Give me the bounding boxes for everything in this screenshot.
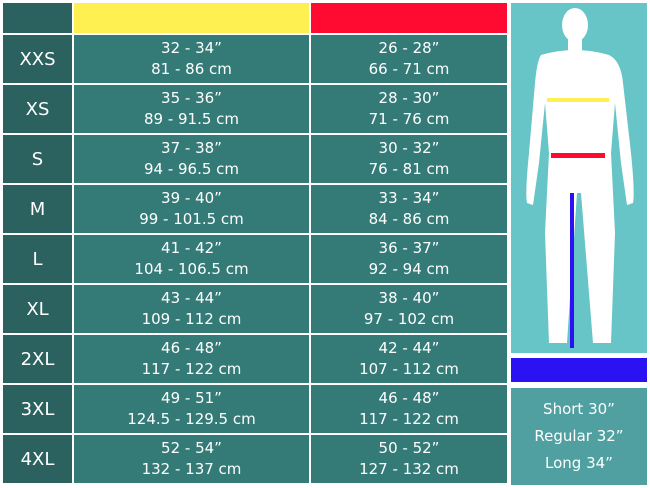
size-label: S <box>3 135 72 183</box>
waist-inches: 38 - 40” <box>378 289 440 307</box>
chest-cell: 41 - 42” 104 - 106.5 cm <box>74 235 309 283</box>
waist-inches: 50 - 52” <box>378 439 440 457</box>
chest-inches: 32 - 34” <box>161 39 222 57</box>
chest-cm: 94 - 96.5 cm <box>143 160 240 178</box>
waist-inches: 46 - 48” <box>378 389 440 407</box>
waist-cm: 117 - 122 cm <box>359 410 459 428</box>
waist-cell: 50 - 52” 127 - 132 cm <box>311 435 507 483</box>
inseam-color-bar <box>511 358 647 382</box>
waist-cell: 30 - 32” 76 - 81 cm <box>311 135 507 183</box>
length-short: Short 30” <box>543 400 615 418</box>
chest-cell: 35 - 36” 89 - 91.5 cm <box>74 85 309 133</box>
chest-cell: 43 - 44” 109 - 112 cm <box>74 285 309 333</box>
size-text: L <box>32 248 43 270</box>
chest-inches: 35 - 36” <box>161 89 222 107</box>
chest-cell: 52 - 54” 132 - 137 cm <box>74 435 309 483</box>
waist-line <box>551 153 605 158</box>
waist-cm: 76 - 81 cm <box>368 160 450 178</box>
waist-cell: 26 - 28” 66 - 71 cm <box>311 35 507 83</box>
chest-inches: 41 - 42” <box>161 239 222 257</box>
chest-inches: 43 - 44” <box>161 289 222 307</box>
size-text: XXS <box>19 48 56 70</box>
size-text: 3XL <box>20 398 55 420</box>
size-label: L <box>3 235 72 283</box>
chest-cell: 49 - 51” 124.5 - 129.5 cm <box>74 385 309 433</box>
size-label: XL <box>3 285 72 333</box>
chest-cell: 39 - 40” 99 - 101.5 cm <box>74 185 309 233</box>
waist-cm: 127 - 132 cm <box>359 460 459 478</box>
size-text: XS <box>25 98 50 120</box>
waist-header-swatch <box>311 3 507 33</box>
chest-inches: 52 - 54” <box>161 439 222 457</box>
waist-cm: 71 - 76 cm <box>368 110 450 128</box>
waist-cell: 38 - 40” 97 - 102 cm <box>311 285 507 333</box>
chest-cm: 81 - 86 cm <box>151 60 232 78</box>
waist-cell: 28 - 30” 71 - 76 cm <box>311 85 507 133</box>
waist-cell: 36 - 37” 92 - 94 cm <box>311 235 507 283</box>
chest-cell: 46 - 48” 117 - 122 cm <box>74 335 309 383</box>
chest-cell: 37 - 38” 94 - 96.5 cm <box>74 135 309 183</box>
chest-cell: 32 - 34” 81 - 86 cm <box>74 35 309 83</box>
waist-inches: 30 - 32” <box>378 139 440 157</box>
size-text: 4XL <box>20 448 55 470</box>
waist-inches: 26 - 28” <box>378 39 440 57</box>
chest-cm: 109 - 112 cm <box>141 310 242 328</box>
size-label: XS <box>3 85 72 133</box>
waist-inches: 36 - 37” <box>378 239 440 257</box>
size-label: M <box>3 185 72 233</box>
chest-inches: 49 - 51” <box>161 389 222 407</box>
size-label: 3XL <box>3 385 72 433</box>
chest-cm: 104 - 106.5 cm <box>134 260 249 278</box>
size-label: 2XL <box>3 335 72 383</box>
chest-cm: 124.5 - 129.5 cm <box>127 410 256 428</box>
header-corner <box>3 3 72 33</box>
chest-header-swatch <box>74 3 309 33</box>
waist-inches: 33 - 34” <box>378 189 440 207</box>
size-text: M <box>29 198 46 220</box>
waist-cm: 97 - 102 cm <box>363 310 455 328</box>
size-text: 2XL <box>20 348 55 370</box>
waist-cm: 66 - 71 cm <box>368 60 450 78</box>
waist-cm: 92 - 94 cm <box>368 260 450 278</box>
inseam-line <box>570 193 574 348</box>
waist-cell: 33 - 34” 84 - 86 cm <box>311 185 507 233</box>
body-figure-panel <box>511 3 647 353</box>
waist-inches: 42 - 44” <box>378 339 440 357</box>
chest-line <box>547 98 609 102</box>
size-label: 4XL <box>3 435 72 483</box>
chest-cm: 117 - 122 cm <box>141 360 242 378</box>
chest-cm: 99 - 101.5 cm <box>139 210 244 228</box>
inseam-lengths: Short 30” Regular 32” Long 34” <box>511 388 647 485</box>
length-regular: Regular 32” <box>534 427 624 445</box>
chest-cm: 89 - 91.5 cm <box>143 110 240 128</box>
size-label: XXS <box>3 35 72 83</box>
chest-inches: 39 - 40” <box>161 189 222 207</box>
size-text: S <box>31 148 44 170</box>
waist-inches: 28 - 30” <box>378 89 440 107</box>
size-text: XL <box>26 298 49 320</box>
waist-cm: 84 - 86 cm <box>368 210 450 228</box>
waist-cell: 46 - 48” 117 - 122 cm <box>311 385 507 433</box>
chest-inches: 37 - 38” <box>161 139 222 157</box>
chest-cm: 132 - 137 cm <box>141 460 242 478</box>
waist-cm: 107 - 112 cm <box>359 360 459 378</box>
human-figure-icon <box>526 8 634 348</box>
chest-inches: 46 - 48” <box>161 339 222 357</box>
waist-cell: 42 - 44” 107 - 112 cm <box>311 335 507 383</box>
length-long: Long 34” <box>545 454 613 472</box>
